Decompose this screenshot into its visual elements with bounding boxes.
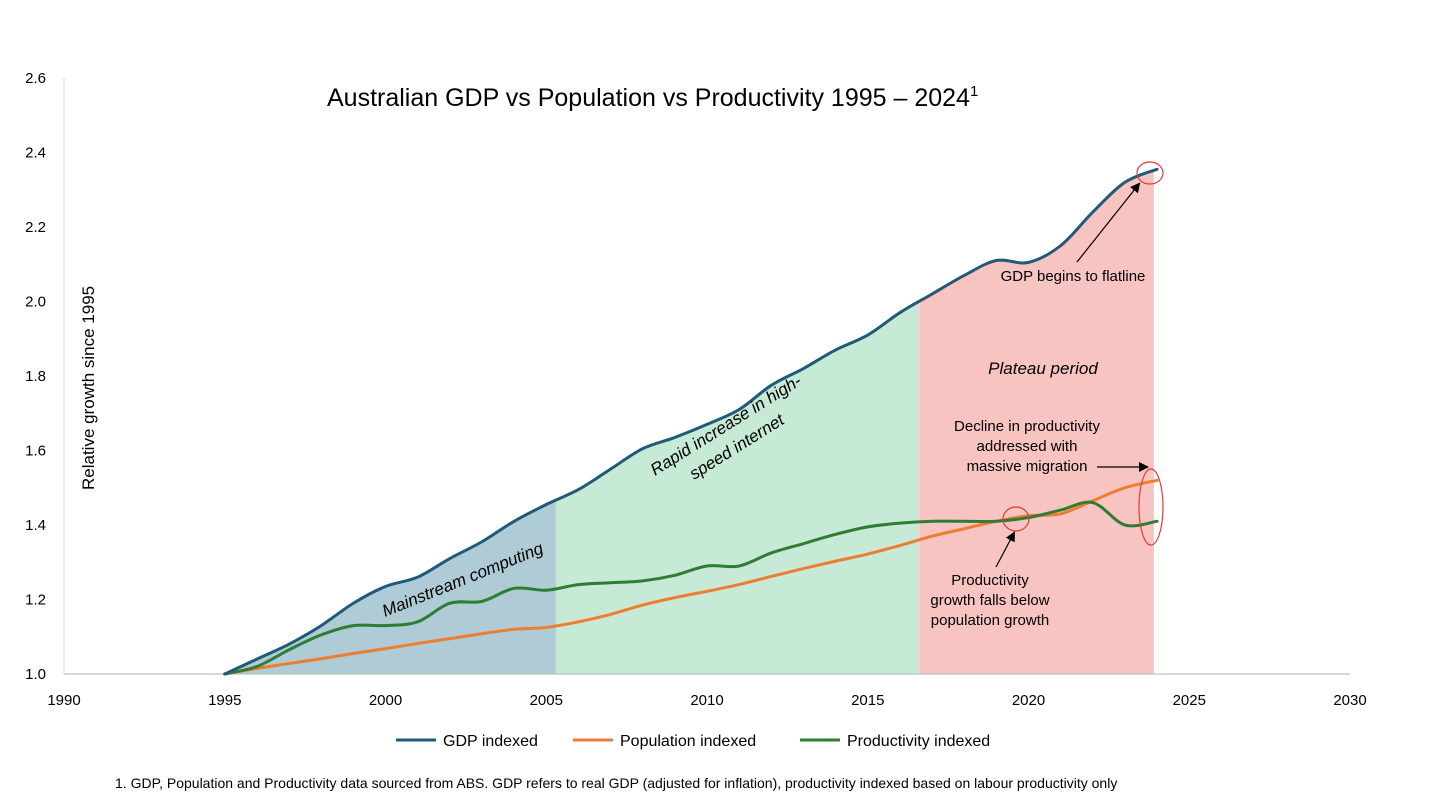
highlight-circle-gdp: [1136, 161, 1164, 185]
legend-label-gdp: GDP indexed: [443, 733, 538, 750]
series-lines: [223, 167, 1159, 676]
arrow-productivity: [995, 531, 1015, 568]
chart-title-superscript: 1: [970, 83, 978, 100]
region-label-plateau-period: Plateau period: [988, 359, 1098, 378]
annotation-productivity-line3: population growth: [931, 612, 1049, 629]
annotation-productivity-line2: growth falls below: [930, 592, 1049, 609]
arrow-gdp-flatline: [1076, 182, 1141, 263]
annotation-decline-line3: massive migration: [967, 458, 1088, 475]
x-tick-label: 2030: [1333, 692, 1366, 709]
annotation-decline-line2: addressed with: [977, 438, 1078, 455]
shaded-region-0: [224, 500, 556, 674]
x-tick-label: 2025: [1173, 692, 1206, 709]
y-tick-label: 1.4: [25, 517, 46, 534]
chart-title-text: Australian GDP vs Population vs Producti…: [327, 84, 970, 112]
y-tick-label: 1.6: [25, 443, 46, 460]
footnote: 1. GDP, Population and Productivity data…: [115, 775, 1117, 791]
y-tick-label: 2.4: [25, 145, 46, 162]
x-tick-label: 1990: [47, 692, 80, 709]
y-tick-label: 2.6: [25, 70, 46, 87]
x-tick-label: 2010: [690, 692, 723, 709]
legend-label-productivity: Productivity indexed: [847, 733, 990, 750]
x-tick-label: 2015: [851, 692, 884, 709]
y-tick-label: 2.2: [25, 219, 46, 236]
chart-title: Australian GDP vs Population vs Producti…: [327, 83, 978, 112]
y-tick-label: 1.2: [25, 592, 46, 609]
highlight-circle-productivity: [1002, 506, 1030, 532]
y-axis-label: Relative growth since 1995: [79, 286, 98, 490]
legend-label-population: Population indexed: [620, 733, 756, 750]
y-tick-labels: 1.0 1.2 1.4 1.6 1.8 2.0 2.2 2.4 2.6: [25, 70, 46, 683]
y-tick-label: 1.8: [25, 368, 46, 385]
y-tick-label: 2.0: [25, 294, 46, 311]
annotation-decline-line1: Decline in productivity: [954, 418, 1100, 435]
x-tick-label: 2000: [369, 692, 402, 709]
highlight-ellipse-migration: [1138, 468, 1164, 546]
x-tick-label: 2020: [1012, 692, 1045, 709]
shaded-region-1: [555, 301, 920, 674]
x-tick-labels: 1990 1995 2000 2005 2010 2015 2020 2025 2030: [47, 692, 1366, 709]
annotation-productivity-line1: Productivity: [951, 572, 1029, 589]
series-line-gdp-indexed: [223, 167, 1159, 676]
legend: GDP indexed Population indexed Productiv…: [396, 733, 990, 750]
series-line-productivity-indexed: [223, 500, 1159, 676]
shaded-region-2: [919, 170, 1154, 674]
annotation-gdp-flatline: GDP begins to flatline: [1001, 268, 1146, 285]
y-tick-label: 1.0: [25, 666, 46, 683]
x-tick-label: 2005: [530, 692, 563, 709]
x-tick-label: 1995: [208, 692, 241, 709]
axes: [63, 78, 1350, 675]
